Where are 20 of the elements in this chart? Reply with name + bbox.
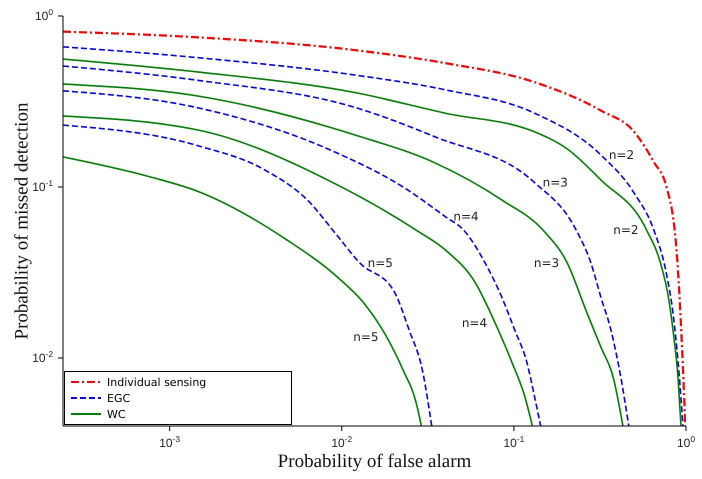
annotation: n=2 bbox=[608, 148, 634, 162]
x-tick-label: 10$^{-1}$ bbox=[503, 434, 525, 450]
x-tick-label: 10$^{-2}$ bbox=[331, 434, 353, 450]
x-tick-label: 10$^{-3}$ bbox=[159, 434, 180, 450]
legend-label: Individual sensing bbox=[107, 376, 206, 388]
y-tick-label: 10$^{-1}$ bbox=[32, 178, 54, 194]
y-tick-label: 10$^{0}$ bbox=[34, 7, 54, 23]
annotation: n=3 bbox=[542, 176, 568, 190]
annotation: n=3 bbox=[534, 256, 560, 270]
y-axis-title: Probability of missed detection bbox=[12, 102, 32, 340]
legend-label: EGC bbox=[107, 392, 130, 404]
annotation: n=4 bbox=[462, 316, 488, 330]
x-tick-label: 10$^{0}$ bbox=[676, 434, 696, 450]
x-axis-title: Probability of false alarm bbox=[278, 451, 472, 472]
annotation: n=5 bbox=[368, 256, 393, 270]
legend-label: WC bbox=[107, 408, 126, 420]
annotation: n=4 bbox=[453, 210, 479, 224]
y-tick-label: 10$^{-2}$ bbox=[32, 348, 54, 365]
annotation: n=5 bbox=[353, 330, 379, 344]
annotation: n=2 bbox=[613, 223, 639, 238]
